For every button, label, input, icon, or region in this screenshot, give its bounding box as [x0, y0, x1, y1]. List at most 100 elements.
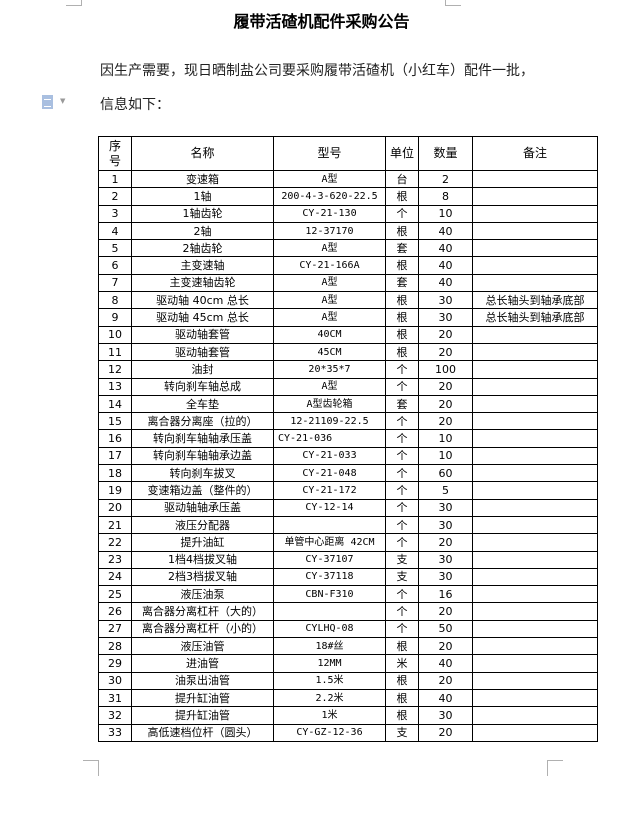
cell-model: CY-21-036 — [273, 429, 386, 448]
cell-remark — [472, 342, 598, 362]
margin-mark-top-left — [66, 0, 82, 6]
cell-index: 24 — [98, 567, 132, 587]
cell-quantity: 30 — [418, 291, 473, 310]
cell-quantity: 10 — [418, 446, 473, 466]
cell-index: 33 — [98, 723, 132, 742]
cell-name: 进油管 — [131, 654, 274, 673]
document-icon[interactable] — [42, 95, 53, 109]
cell-model: 12MM — [273, 654, 386, 673]
table-row: 6 主变速轴 CY-21-166A 根 40 — [98, 256, 598, 275]
table-row: 24 2档3档拔叉轴 CY-37118 支 30 — [98, 567, 598, 587]
cell-quantity: 20 — [418, 533, 473, 552]
cell-unit: 个 — [385, 602, 419, 621]
cell-index: 2 — [98, 187, 132, 206]
cell-quantity: 10 — [418, 429, 473, 448]
document-title: 履带活碴机配件采购公告 — [233, 12, 410, 31]
cell-index: 6 — [98, 256, 132, 275]
cell-index: 7 — [98, 273, 132, 293]
cell-name: 离合器分离杠杆（大的） — [131, 602, 274, 621]
parts-table: 序号 名称 型号 单位 数量 备注 1 变速箱 A型台 2 2 1轴 200-4-3-620… — [98, 136, 598, 742]
cell-quantity: 20 — [418, 325, 473, 344]
cell-name: 液压油泵 — [131, 585, 274, 604]
table-row: 27 离合器分离杠杆（小的） CYLHQ-08 个 50 — [98, 619, 598, 639]
cell-unit: 个 — [385, 446, 419, 466]
cell-model: CY-37107 — [273, 550, 386, 569]
table-row: 23 1档4档拔叉轴 CY-37107 支 30 — [98, 550, 598, 569]
cell-remark — [472, 377, 598, 396]
cell-model: CY-21-033 — [273, 446, 386, 466]
cell-index: 9 — [98, 308, 132, 327]
cell-model: CY-21-166A — [273, 256, 386, 275]
cell-quantity: 30 — [418, 706, 473, 725]
table-row: 15 离合器分离座（拉的） 12-21109-22.5 个 20 — [98, 412, 598, 431]
cell-model: A型 — [273, 239, 386, 258]
cell-model: 200-4-3-620-22.5 — [273, 187, 386, 206]
cell-remark: 总长轴头到轴承底部 — [472, 291, 598, 310]
cell-name: 转向刹车轴轴承边盖 — [131, 446, 274, 466]
table-row: 17 转向刹车轴轴承边盖 CY-21-033 个 10 — [98, 446, 598, 466]
table-row: 16 转向刹车轴轴承压盖 CY-21-036 个 10 — [98, 429, 598, 448]
cell-unit: 套 — [385, 273, 419, 293]
cell-name: 变速箱 — [131, 169, 274, 189]
cell-index: 1 — [98, 169, 132, 189]
cell-quantity: 20 — [418, 671, 473, 690]
cell-quantity: 10 — [418, 204, 473, 223]
table-row: 1 变速箱 A型台 2 — [98, 169, 598, 189]
table-row: 28 液压油管 18#丝根 20 — [98, 637, 598, 656]
cell-name: 驱动轴轴承压盖 — [131, 498, 274, 517]
cell-index: 15 — [98, 412, 132, 431]
chevron-down-icon[interactable]: ▼ — [60, 97, 66, 105]
cell-model: A型 — [273, 169, 386, 189]
cell-quantity: 16 — [418, 585, 473, 604]
cell-quantity: 40 — [418, 256, 473, 275]
cell-name: 转向刹车轴轴承压盖 — [131, 429, 274, 448]
table-row: 10 驱动轴套管 40CM 根 20 — [98, 325, 598, 344]
cell-name: 2轴 — [131, 221, 274, 241]
cell-unit: 个 — [385, 464, 419, 483]
cell-model: 1.5米 — [273, 671, 386, 690]
cell-index: 3 — [98, 204, 132, 223]
cell-quantity: 20 — [418, 412, 473, 431]
margin-mark-top-right — [445, 0, 461, 6]
cell-index: 14 — [98, 394, 132, 414]
cell-model: 45CM — [273, 342, 386, 362]
cell-remark — [472, 256, 598, 275]
cell-model: 20*35*7 — [273, 360, 386, 379]
table-row: 30 油泵出油管 1.5米根 20 — [98, 671, 598, 690]
cell-remark — [472, 688, 598, 708]
cell-model: CY-GZ-12-36 — [273, 723, 386, 742]
cell-remark — [472, 239, 598, 258]
cell-index: 5 — [98, 239, 132, 258]
table-row: 14 全车垫 A型齿轮箱套 20 — [98, 394, 598, 414]
cell-name: 1轴齿轮 — [131, 204, 274, 223]
cell-remark — [472, 187, 598, 206]
cell-unit: 根 — [385, 688, 419, 708]
cell-quantity: 50 — [418, 619, 473, 639]
cell-name: 提升缸油管 — [131, 706, 274, 725]
cell-unit: 根 — [385, 187, 419, 206]
cell-model: CY-21-048 — [273, 464, 386, 483]
cell-model: CY-21-130 — [273, 204, 386, 223]
cell-name: 2档3档拔叉轴 — [131, 567, 274, 587]
table-row: 26 离合器分离杠杆（大的） 个 20 — [98, 602, 598, 621]
margin-mark-bottom-left — [83, 760, 99, 776]
cell-remark — [472, 325, 598, 344]
cell-name: 变速箱边盖（整件的） — [131, 481, 274, 500]
cell-unit: 根 — [385, 671, 419, 690]
cell-model: CBN-F310 — [273, 585, 386, 604]
cell-index: 27 — [98, 619, 132, 639]
cell-unit: 支 — [385, 550, 419, 569]
cell-name: 驱动轴 40cm 总长 — [131, 291, 274, 310]
cell-index: 25 — [98, 585, 132, 604]
cell-name: 主变速轴 — [131, 256, 274, 275]
table-row: 9 驱动轴 45cm 总长 A型根 30 总长轴头到轴承底部 — [98, 308, 598, 327]
cell-unit: 个 — [385, 412, 419, 431]
cell-model: A型 — [273, 273, 386, 293]
cell-unit: 根 — [385, 221, 419, 241]
cell-unit: 支 — [385, 567, 419, 587]
cell-unit: 根 — [385, 637, 419, 656]
cell-model — [273, 602, 386, 621]
cell-unit: 套 — [385, 239, 419, 258]
cell-model: 12-21109-22.5 — [273, 412, 386, 431]
margin-mark-bottom-right — [547, 760, 563, 776]
